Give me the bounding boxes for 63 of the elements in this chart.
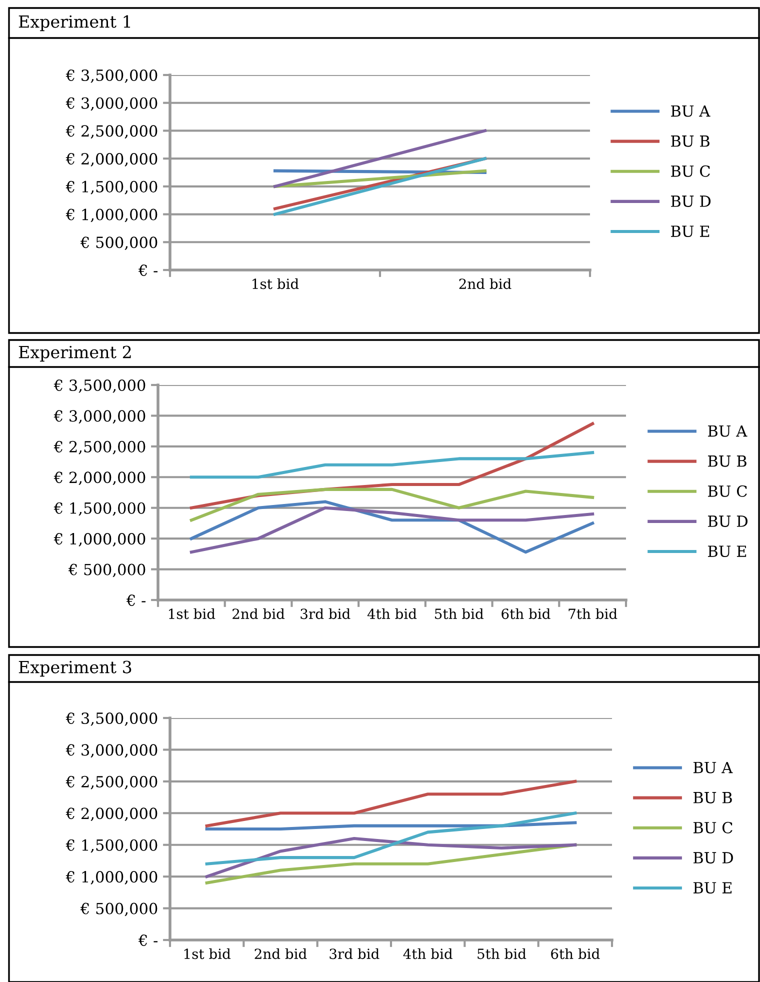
y-tick-label: € 3,000,000	[66, 744, 158, 758]
y-tick-label: € -	[138, 934, 158, 946]
y-tick-label: € 2,500,000	[66, 776, 158, 790]
y-tick-label: € 3,500,000	[66, 69, 158, 83]
legend-label: BU E	[708, 546, 746, 558]
line-series	[190, 488, 594, 522]
y-tick-label: € 2,000,000	[66, 153, 158, 166]
legend-label: BU A	[693, 762, 733, 774]
chart-title: Experiment 3	[18, 660, 132, 677]
x-tick-label: 2nd bid	[459, 278, 512, 290]
y-tick-label: € 2,000,000	[66, 808, 158, 822]
y-tick-label: € 3,000,000	[54, 410, 146, 424]
y-tick-label: € -	[138, 264, 158, 276]
chart-title: Experiment 1	[18, 15, 130, 32]
x-tick-label: 3rd bid	[330, 948, 380, 960]
x-tick-label: 4th bid	[403, 948, 452, 960]
legend-label: BU A	[708, 425, 748, 437]
x-tick-label: 6th bid	[502, 608, 550, 620]
line-series	[205, 780, 577, 828]
line-series	[190, 451, 594, 479]
y-tick-label: € 3,000,000	[66, 97, 158, 111]
legend-label: BU C	[671, 165, 710, 177]
x-tick-label: 5th bid	[435, 608, 484, 620]
x-tick-label: 4th bid	[367, 608, 417, 620]
legend-label: BU D	[708, 516, 748, 527]
chart-title: Experiment 2	[18, 346, 131, 362]
x-tick-label: 3rd bid	[300, 608, 350, 620]
y-tick-label: € 1,000,000	[66, 208, 158, 222]
y-tick-label: € 2,500,000	[54, 440, 146, 454]
x-tick-label: 1st bid	[169, 608, 216, 620]
x-tick-label: 1st bid	[184, 948, 231, 960]
y-tick-label: € 2,000,000	[54, 472, 146, 486]
legend-label: BU E	[693, 882, 732, 894]
legend-label: BU C	[708, 485, 747, 497]
legend-label: BU A	[671, 105, 710, 117]
legend-label: BU D	[693, 852, 733, 864]
y-tick-label: € 3,500,000	[66, 712, 158, 726]
legend-label: BU B	[708, 456, 746, 467]
y-tick-label: € -	[126, 594, 146, 606]
x-tick-label: 7th bid	[568, 608, 618, 620]
x-tick-label: 1st bid	[252, 278, 299, 290]
legend-label: BU B	[693, 792, 732, 804]
x-tick-label: 2nd bid	[232, 608, 285, 620]
line-series	[205, 843, 577, 884]
y-tick-label: € 2,500,000	[66, 125, 158, 139]
y-tick-label: € 500,000	[80, 902, 158, 916]
x-tick-label: 2nd bid	[254, 948, 307, 960]
y-tick-label: € 1,000,000	[66, 871, 158, 884]
y-tick-label: € 1,000,000	[54, 533, 146, 546]
line-series	[205, 812, 577, 866]
y-tick-label: € 3,500,000	[54, 379, 146, 393]
legend-label: BU E	[671, 226, 710, 238]
legend-label: BU D	[671, 196, 711, 207]
legend-label: BU C	[693, 822, 732, 834]
line-series	[205, 836, 577, 878]
y-tick-label: € 1,500,000	[54, 502, 146, 516]
legend-label: BU B	[671, 136, 710, 147]
y-tick-label: € 1,500,000	[66, 180, 158, 194]
y-tick-label: € 500,000	[80, 236, 158, 250]
x-tick-label: 6th bid	[551, 948, 600, 960]
x-tick-label: 5th bid	[478, 948, 526, 960]
y-tick-label: € 1,500,000	[66, 839, 158, 853]
y-tick-label: € 500,000	[68, 564, 146, 578]
